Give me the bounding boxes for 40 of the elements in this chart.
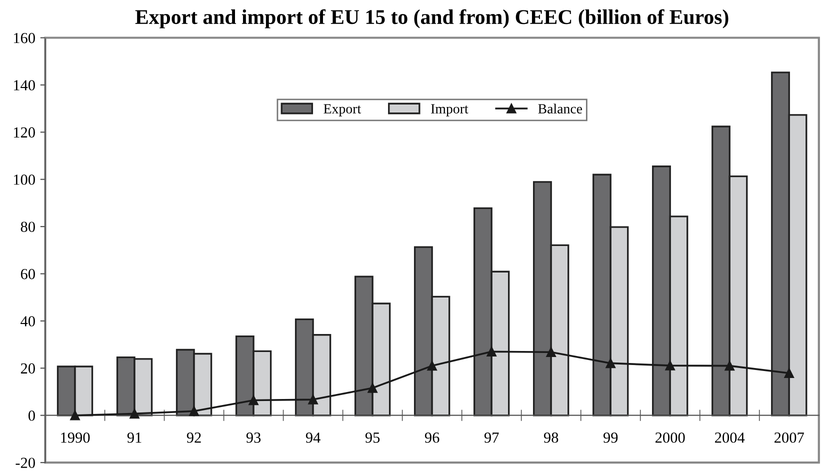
legend-label: Import	[431, 104, 468, 116]
point	[486, 346, 496, 356]
y-tick-label: 120	[14, 127, 35, 138]
point	[724, 360, 734, 371]
y-tick-label: 160	[14, 32, 35, 44]
legend-label: Export	[324, 104, 362, 116]
point	[665, 360, 675, 370]
x-tick-label: 2000	[656, 432, 685, 443]
x-tick-label: 2004	[715, 432, 745, 443]
point	[130, 408, 140, 419]
legend-label: Balance	[538, 104, 582, 114]
x-tick-label: 97	[484, 432, 499, 443]
x-tick-label: 94	[306, 432, 320, 443]
y-tick-label: 60	[20, 268, 35, 280]
x-tick-label: 93	[246, 432, 261, 443]
point	[606, 358, 616, 368]
y-tick-label: 100	[14, 174, 35, 185]
y-tick-label: 0	[28, 410, 35, 421]
x-tick-label: 1990	[61, 432, 90, 443]
x-tick-label: 96	[424, 432, 440, 443]
point	[546, 347, 556, 357]
point	[368, 383, 378, 393]
point	[784, 368, 794, 378]
point	[427, 360, 437, 371]
point	[189, 406, 199, 416]
x-tick-label: 2007	[774, 432, 804, 443]
x-tick-label: 92	[186, 432, 201, 443]
x-tick-label: 95	[365, 432, 380, 443]
point	[308, 394, 318, 404]
chart-title: Export and import of EU 15 to (and from) CEEC (billion of Euros)	[135, 9, 728, 28]
x-tick-label: 98	[544, 432, 558, 443]
y-tick-label: -20	[16, 458, 35, 468]
x-tick-label: 99	[603, 432, 618, 443]
point	[248, 395, 258, 406]
y-tick-label: 40	[20, 316, 35, 326]
x-tick-label: 91	[127, 432, 142, 443]
y-tick-label: 140	[14, 80, 35, 90]
point	[70, 410, 80, 420]
y-tick-label: 80	[20, 222, 35, 232]
y-tick-label: 20	[20, 363, 35, 374]
